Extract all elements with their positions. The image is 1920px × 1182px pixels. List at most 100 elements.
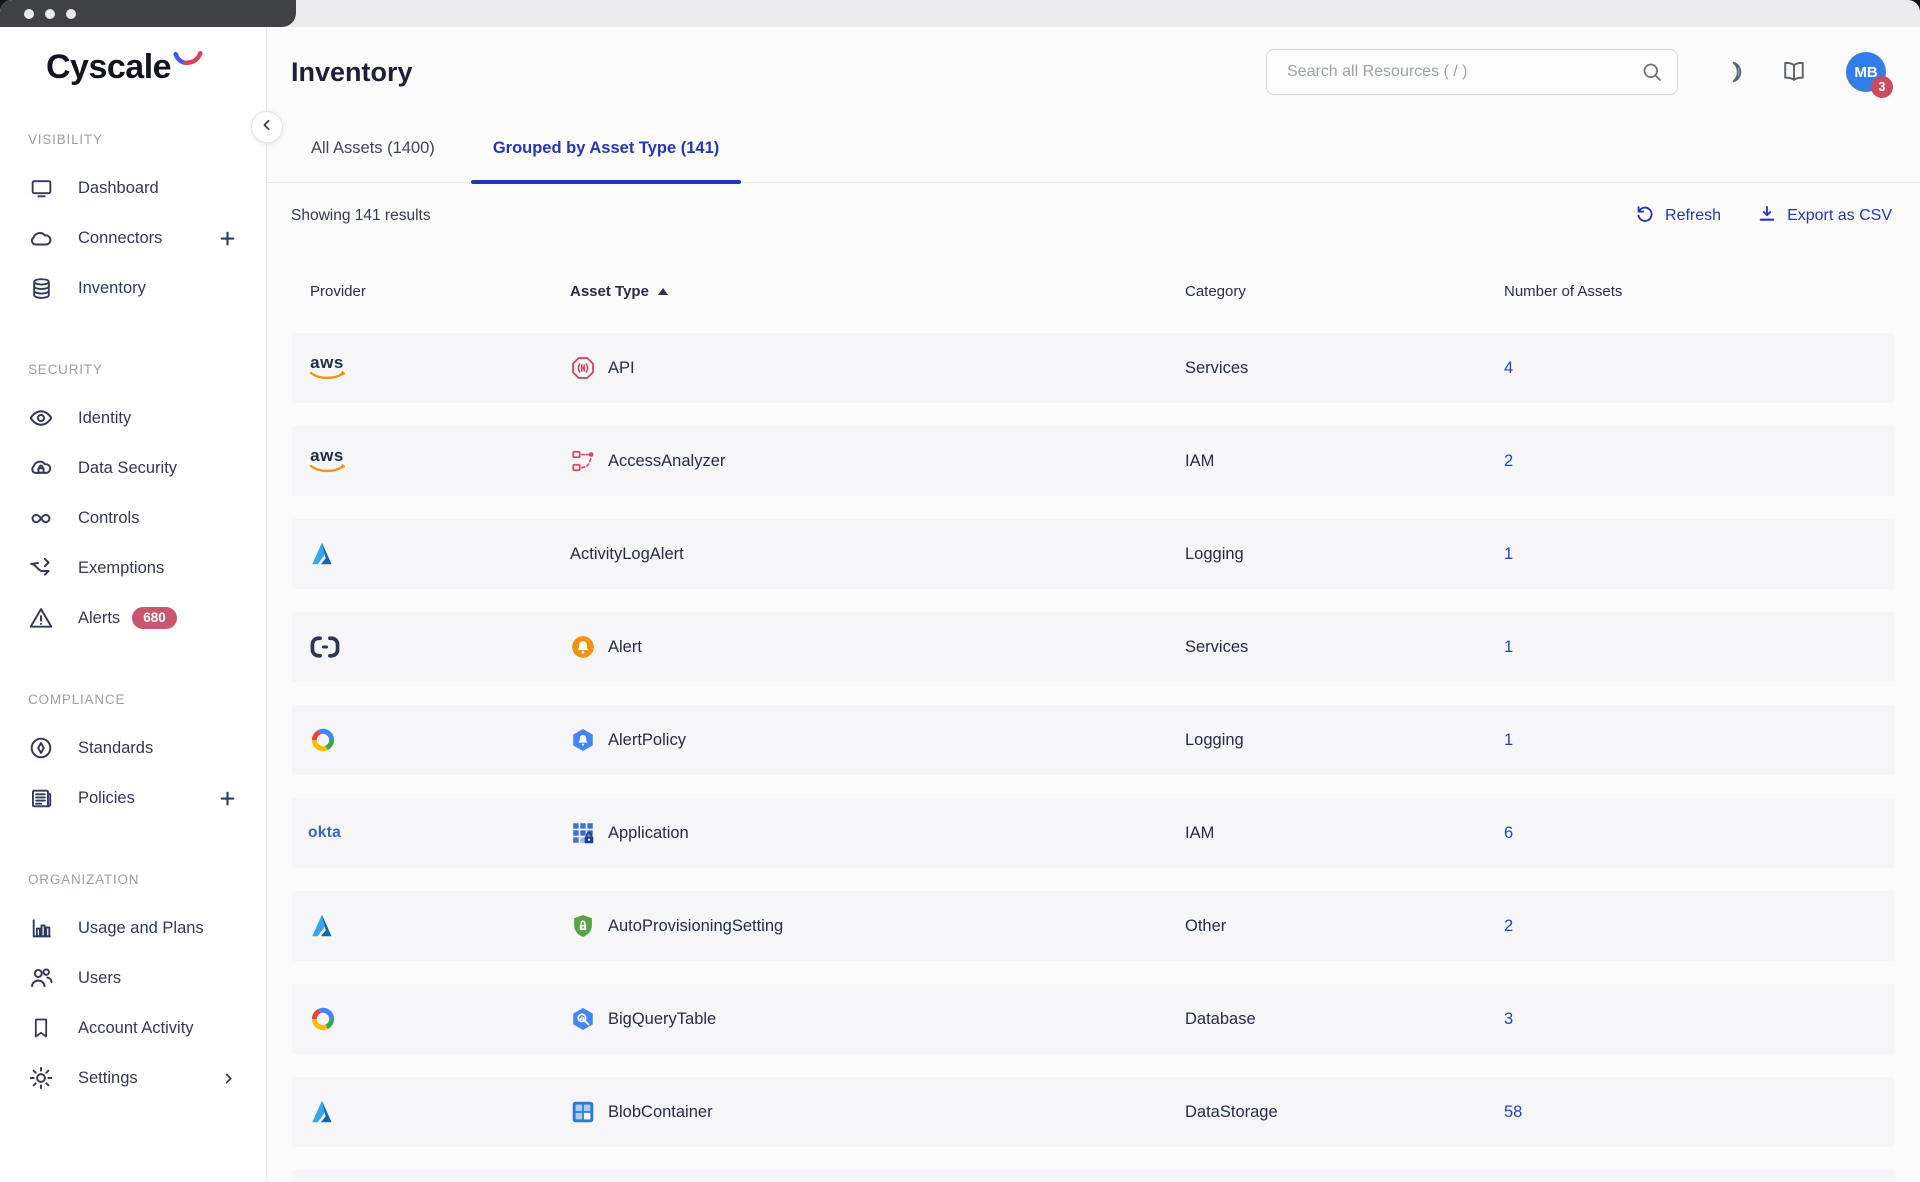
gcp-provider-logo xyxy=(292,726,570,754)
sidebar-item-dashboard[interactable]: Dashboard xyxy=(0,163,266,213)
nav-section-organization: ORGANIZATION Usage and Plans Users Account … xyxy=(0,871,266,1103)
alert-orange-icon xyxy=(570,634,596,660)
sidebar-item-connectors[interactable]: Connectors xyxy=(0,213,266,263)
table-row[interactable]: aws API Services 4 xyxy=(292,333,1895,404)
sidebar-item-controls[interactable]: Controls xyxy=(0,493,266,543)
sidebar-item-inventory[interactable]: Inventory xyxy=(0,263,266,313)
nav-section-label: SECURITY xyxy=(28,362,103,377)
asset-type-cell: ActivityLogAlert xyxy=(570,545,1182,564)
sidebar-collapse-button[interactable] xyxy=(251,111,283,143)
column-header-asset-type[interactable]: Asset Type xyxy=(570,283,1182,300)
asset-type-cell: AlertPolicy xyxy=(570,727,1182,753)
avatar[interactable]: MB 3 xyxy=(1846,52,1893,99)
sidebar-item-usage-and-plans[interactable]: Usage and Plans xyxy=(0,903,266,953)
add-policies-button[interactable] xyxy=(219,790,236,807)
column-header-count[interactable]: Number of Assets xyxy=(1504,282,1623,300)
nav-section-label: COMPLIANCE xyxy=(28,692,126,707)
sort-ascending-icon xyxy=(657,287,668,295)
table-row[interactable]: AlertPolicy Logging 1 xyxy=(292,705,1895,776)
asset-count-link[interactable]: 58 xyxy=(1504,1102,1523,1121)
results-toolbar: Showing 141 results Refresh xyxy=(267,183,1920,249)
table-row[interactable]: aws AccessAnalyzer IAM 2 xyxy=(292,426,1895,497)
asset-count-link[interactable]: 2 xyxy=(1504,451,1514,470)
sidebar-item-label: Identity xyxy=(78,408,132,427)
database-icon xyxy=(28,275,54,301)
docs-book-icon[interactable] xyxy=(1780,59,1808,85)
avatar-notification-badge: 3 xyxy=(1871,76,1893,99)
dark-mode-moon-icon[interactable] xyxy=(1724,59,1750,85)
table-row[interactable]: okta Application IAM 6 xyxy=(292,798,1895,869)
shield-lock-icon xyxy=(570,913,596,939)
sidebar-item-label: Alerts xyxy=(78,608,121,627)
asset-count-link[interactable]: 1 xyxy=(1504,544,1514,563)
sidebar-item-data-security[interactable]: Data Security xyxy=(0,443,266,493)
asset-type-cell: AutoProvisioningSetting xyxy=(570,913,1182,939)
tab-grouped-by-asset-type[interactable]: Grouped by Asset Type (141) xyxy=(470,139,742,185)
table-row[interactable]: BigQueryTable Database 3 xyxy=(292,984,1895,1055)
asset-count-link[interactable]: 3 xyxy=(1504,1009,1514,1028)
window-dot[interactable] xyxy=(24,8,34,19)
count-cell: 2 xyxy=(1502,917,1895,936)
table-body: aws API Services 4 aws AccessAnalyzer IAM 2 Acti… xyxy=(292,333,1895,1148)
sidebar-item-settings[interactable]: Settings xyxy=(0,1053,266,1103)
alert-policy-icon xyxy=(570,727,596,753)
sidebar-item-label: Account Activity xyxy=(78,1018,194,1037)
sidebar-item-users[interactable]: Users xyxy=(0,953,266,1003)
sidebar-item-label: Policies xyxy=(78,788,135,807)
asset-type-name: Alert xyxy=(608,637,642,656)
sidebar-item-exemptions[interactable]: Exemptions xyxy=(0,543,266,593)
toolbar-actions: Refresh Export as CSV xyxy=(1634,203,1892,229)
column-header-provider[interactable]: Provider xyxy=(310,282,366,300)
export-csv-button[interactable]: Export as CSV xyxy=(1757,204,1892,229)
asset-count-link[interactable]: 6 xyxy=(1504,823,1514,842)
sidebar-item-account-activity[interactable]: Account Activity xyxy=(0,1003,266,1053)
sidebar-item-identity[interactable]: Identity xyxy=(0,393,266,443)
window-dot[interactable] xyxy=(45,8,55,19)
column-header-category[interactable]: Category xyxy=(1185,282,1246,300)
asset-type-cell: Alert xyxy=(570,634,1182,660)
table-row[interactable]: BlobContainer DataStorage 58 xyxy=(292,1077,1895,1148)
refresh-button[interactable]: Refresh xyxy=(1634,203,1721,229)
search-input[interactable] xyxy=(1285,62,1640,83)
branch-arrow-icon xyxy=(28,555,54,581)
asset-count-link[interactable]: 1 xyxy=(1504,730,1514,749)
table-row[interactable]: ActivityLogAlert Logging 1 xyxy=(292,519,1895,590)
asset-type-name: AutoProvisioningSetting xyxy=(608,916,784,935)
tab-all-assets[interactable]: All Assets (1400) xyxy=(311,139,435,158)
category-cell: IAM xyxy=(1185,823,1215,842)
nav-items: Identity Data Security Controls Exemptions A… xyxy=(0,393,266,643)
asset-count-link[interactable]: 4 xyxy=(1504,358,1514,377)
category-cell: IAM xyxy=(1185,451,1215,470)
okta-provider-logo: okta xyxy=(308,824,342,842)
sidebar-item-label: Standards xyxy=(78,738,154,757)
global-search[interactable] xyxy=(1266,49,1678,96)
count-cell: 6 xyxy=(1502,824,1895,843)
category-cell: Services xyxy=(1185,358,1249,377)
window-chrome xyxy=(0,0,1920,27)
bookmark-icon xyxy=(28,1015,54,1041)
brand-logo[interactable]: Cyscale xyxy=(0,47,266,91)
assets-table: Provider Asset Type Category Number of A… xyxy=(292,249,1895,1170)
azure-provider-logo xyxy=(292,1098,570,1126)
sidebar-item-standards[interactable]: Standards xyxy=(0,723,266,773)
window-dot[interactable] xyxy=(66,8,76,19)
sidebar-item-policies[interactable]: Policies xyxy=(0,773,266,823)
search-icon[interactable] xyxy=(1640,60,1664,84)
refresh-label: Refresh xyxy=(1665,207,1722,225)
sidebar-item-alerts[interactable]: Alerts 680 xyxy=(0,593,266,643)
sidebar-item-label: Settings xyxy=(78,1068,138,1087)
table-row[interactable]: Alert Services 1 xyxy=(292,612,1895,683)
asset-count-link[interactable]: 2 xyxy=(1504,916,1514,935)
aws-provider-logo: aws xyxy=(292,354,570,382)
asset-type-name: BlobContainer xyxy=(608,1102,713,1121)
add-connectors-button[interactable] xyxy=(219,230,236,247)
gear-icon xyxy=(28,1065,54,1091)
page-title: Inventory xyxy=(291,56,413,87)
table-row[interactable]: AutoProvisioningSetting Other 2 xyxy=(292,891,1895,962)
api-gateway-icon xyxy=(570,355,596,381)
asset-count-link[interactable]: 1 xyxy=(1504,637,1514,656)
app-grid-icon xyxy=(570,820,596,846)
category-cell: Database xyxy=(1185,1009,1256,1028)
count-cell: 4 xyxy=(1502,359,1895,378)
asset-type-cell: API xyxy=(570,355,1182,381)
